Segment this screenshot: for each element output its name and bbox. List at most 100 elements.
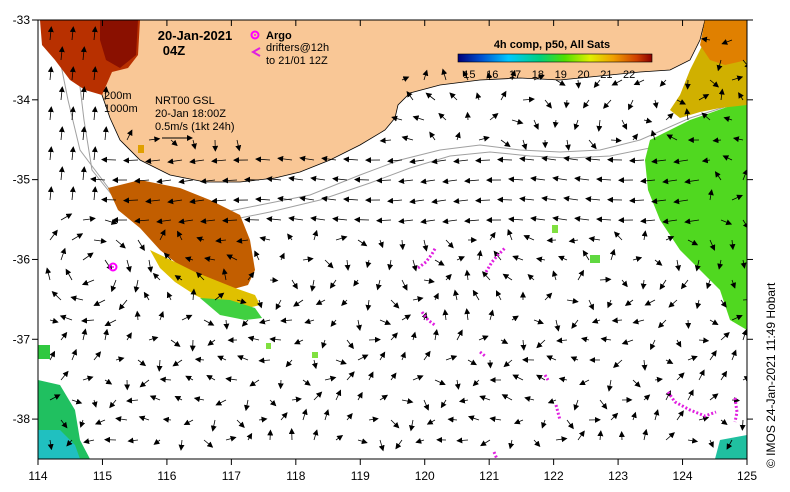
current-vector — [411, 259, 418, 272]
drifter-legend-icon — [250, 47, 261, 57]
colorbar — [457, 53, 653, 63]
current-vector — [500, 139, 511, 148]
y-tick-label: -33 — [13, 13, 31, 27]
current-vector — [698, 415, 710, 422]
current-vector — [398, 218, 414, 225]
current-vector — [475, 92, 482, 101]
current-vector — [241, 319, 249, 327]
current-vector — [640, 177, 656, 184]
current-vector — [368, 416, 379, 423]
current-vector — [503, 359, 513, 368]
current-vector — [732, 136, 744, 143]
current-vector — [255, 156, 271, 163]
current-vector — [566, 297, 579, 304]
current-vector — [69, 146, 76, 161]
current-vector — [458, 397, 469, 404]
map-date: 20-Jan-2021 — [158, 28, 232, 43]
current-vector — [447, 416, 458, 423]
current-vector — [729, 239, 736, 251]
current-vector — [247, 271, 255, 281]
current-vector — [211, 157, 227, 164]
current-vector — [687, 389, 694, 401]
current-vector — [705, 279, 712, 290]
current-vector — [127, 437, 139, 444]
current-vector — [91, 146, 98, 161]
drifter-track — [543, 374, 550, 381]
x-tick-label: 115 — [93, 469, 112, 483]
current-vector — [332, 216, 348, 223]
current-vector — [723, 116, 733, 122]
current-vector — [412, 296, 424, 303]
current-vector — [720, 331, 730, 341]
current-vector — [134, 310, 141, 321]
current-vector — [442, 218, 458, 225]
current-vector — [593, 79, 601, 88]
plot-frame — [37, 19, 748, 460]
current-vector — [588, 299, 594, 311]
current-vector — [191, 139, 197, 150]
x-tick-label: 116 — [157, 469, 176, 483]
current-vector — [172, 359, 183, 367]
current-vector — [101, 196, 117, 203]
current-vector — [659, 79, 667, 87]
current-vector — [456, 256, 465, 262]
current-vector — [433, 292, 439, 301]
current-vector — [185, 375, 194, 382]
current-vector — [222, 177, 238, 184]
current-vector — [148, 335, 159, 342]
x-tick-label: 118 — [286, 469, 305, 483]
current-vector — [162, 416, 172, 423]
current-vector — [93, 351, 102, 361]
current-vector — [343, 196, 359, 203]
current-vector — [115, 239, 126, 249]
y-tick-label: -35 — [13, 173, 31, 187]
current-vector — [126, 129, 133, 141]
current-vector — [643, 117, 653, 124]
current-vector — [519, 156, 535, 163]
current-vector — [489, 113, 499, 121]
current-vector — [495, 290, 502, 301]
drifter-track — [733, 397, 739, 423]
current-vector — [256, 299, 263, 309]
current-vector — [249, 379, 260, 387]
current-vector — [356, 319, 362, 332]
drifter-track — [479, 350, 486, 358]
current-vector — [718, 88, 725, 101]
current-vector — [739, 419, 746, 431]
current-vector — [400, 351, 406, 361]
current-vector — [551, 270, 558, 281]
colorbar-tick-label: 17 — [509, 69, 521, 81]
current-vector — [60, 331, 68, 341]
current-vector — [698, 337, 710, 344]
drifter-track — [420, 311, 437, 328]
current-vector — [508, 176, 524, 183]
current-vector — [720, 418, 728, 425]
current-vector — [573, 399, 580, 411]
x-tick-label: 117 — [222, 469, 241, 483]
current-vector — [633, 79, 645, 86]
current-vector — [387, 259, 394, 271]
current-vector — [420, 178, 436, 185]
current-vector — [563, 99, 570, 109]
current-vector — [640, 217, 656, 224]
current-vector — [312, 429, 319, 441]
current-vector — [508, 216, 524, 223]
current-vector — [302, 256, 314, 263]
current-vector — [731, 314, 743, 321]
current-vector — [258, 416, 268, 423]
current-vector — [432, 328, 439, 341]
current-vector — [223, 319, 230, 330]
current-vector — [189, 198, 205, 205]
current-vector — [259, 235, 271, 242]
current-vector — [103, 328, 109, 341]
current-vector — [720, 370, 728, 381]
current-vector — [552, 215, 568, 222]
current-vector — [222, 217, 238, 224]
current-vector — [152, 272, 161, 281]
current-vector — [310, 175, 326, 182]
sst-patch-small-6 — [266, 343, 271, 349]
current-vector — [91, 186, 98, 201]
drifter-track — [417, 246, 438, 270]
current-vector — [651, 198, 667, 205]
current-vector — [206, 375, 216, 381]
